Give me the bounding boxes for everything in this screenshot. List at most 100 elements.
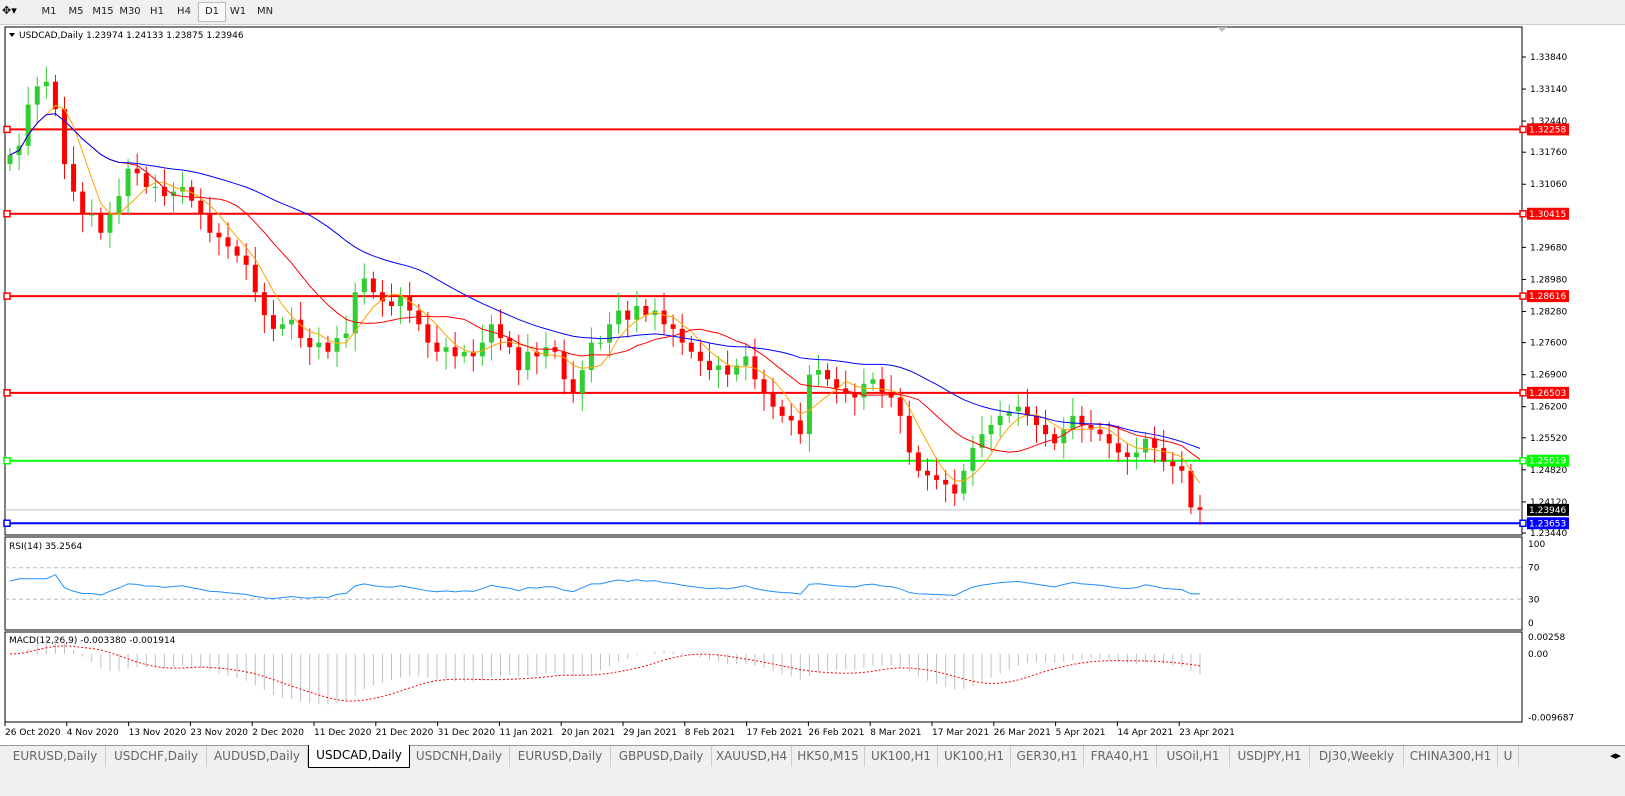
- level-handle[interactable]: [3, 210, 11, 218]
- chart-tab[interactable]: HK50,M15: [792, 746, 865, 767]
- timeframe-M5[interactable]: M5: [68, 6, 84, 17]
- bull-candle: [25, 104, 31, 146]
- rsi-tick-label: 30: [1528, 595, 1540, 605]
- bear-candle: [1033, 415, 1039, 425]
- chart-area[interactable]: 1.33840 1.33140 1.32440 1.31760 1.31060 1.296…: [0, 25, 1625, 745]
- bear-candle: [1197, 507, 1203, 510]
- bear-candle: [379, 292, 385, 302]
- bear-candle: [906, 415, 912, 453]
- price-tick-label: 1.28980: [1530, 275, 1567, 285]
- bear-candle: [770, 392, 776, 407]
- chart-tab[interactable]: USDCHF,Daily: [106, 746, 207, 767]
- bear-candle: [98, 214, 104, 233]
- bear-candle: [370, 278, 376, 293]
- bear-candle: [470, 351, 476, 357]
- bear-candle: [897, 397, 903, 416]
- chart-tab[interactable]: AUDUSD,Daily: [207, 746, 308, 767]
- bear-candle: [516, 347, 522, 371]
- date-label: 8 Feb 2021: [685, 728, 735, 738]
- bear-candle: [1106, 434, 1112, 444]
- bear-candle: [134, 168, 140, 174]
- timeframe-M30[interactable]: M30: [119, 6, 141, 17]
- bear-candle: [1152, 438, 1158, 448]
- level-price-badge: [1527, 207, 1569, 220]
- timeframe-W1[interactable]: W1: [229, 6, 247, 17]
- bull-candle: [806, 374, 812, 435]
- date-label: 31 Dec 2020: [438, 728, 496, 738]
- level-handle[interactable]: [3, 389, 11, 397]
- crosshair-tool-icon[interactable]: ✥▾: [2, 4, 17, 17]
- scroll-tabs-button[interactable]: ◂▸: [1609, 749, 1621, 762]
- chart-tab[interactable]: USDCNH,Daily: [409, 746, 510, 767]
- level-price-badge: [1527, 123, 1569, 136]
- date-label: 23 Nov 2020: [190, 728, 248, 738]
- chart-tab[interactable]: XAUUSD,H4: [712, 746, 792, 767]
- date-label: 5 Apr 2021: [1056, 728, 1106, 738]
- chart-tab[interactable]: FRA40,H1: [1084, 746, 1157, 767]
- price-tick-label: 1.24820: [1530, 466, 1567, 476]
- timeframe-MN[interactable]: MN: [256, 6, 274, 17]
- bull-candle: [543, 347, 549, 357]
- timeframe-H1[interactable]: H1: [150, 6, 164, 17]
- level-handle[interactable]: [3, 292, 11, 300]
- timeframe-M15[interactable]: M15: [92, 6, 114, 17]
- level-price-label: 1.30415: [1529, 210, 1566, 220]
- bear-candle: [1124, 452, 1130, 458]
- timeframe-D1[interactable]: D1: [198, 2, 226, 22]
- bull-candle: [588, 342, 594, 371]
- bull-candle: [443, 347, 449, 352]
- bull-candle: [171, 191, 177, 197]
- bull-candle: [607, 324, 613, 343]
- chart-title: USDCAD,Daily 1.23974 1.24133 1.23875 1.2…: [19, 31, 244, 41]
- level-price-badge: [1527, 290, 1569, 303]
- chart-tab[interactable]: CHINA300,H1: [1404, 746, 1498, 767]
- chart-tab[interactable]: GBPUSD,Daily: [611, 746, 712, 767]
- rsi-panel: [4, 536, 1523, 631]
- level-handle[interactable]: [1519, 456, 1527, 465]
- bull-candle: [152, 186, 158, 188]
- bear-candle: [1179, 466, 1185, 471]
- bear-candle: [498, 324, 504, 339]
- chart-tab[interactable]: EURUSD,Daily: [510, 746, 611, 767]
- timeframe-H4[interactable]: H4: [177, 6, 191, 17]
- chart-tab[interactable]: USOil,H1: [1157, 746, 1230, 767]
- date-label: 4 Nov 2020: [67, 728, 119, 738]
- level-handle[interactable]: [1519, 389, 1527, 397]
- price-tick-label: 1.31760: [1530, 148, 1567, 158]
- chart-tab[interactable]: EURUSD,Daily: [5, 746, 106, 767]
- chart-tab[interactable]: UK100,H1: [938, 746, 1011, 767]
- moving-average-line: [9, 113, 1201, 460]
- chart-tab[interactable]: UK100,H1: [865, 746, 938, 767]
- level-price-label: 1.32258: [1529, 125, 1566, 135]
- chart-tab[interactable]: GER30,H1: [1011, 746, 1084, 767]
- bear-candle: [725, 365, 731, 375]
- level-handle[interactable]: [3, 456, 11, 465]
- chart-tab[interactable]: DJ30,Weekly: [1310, 746, 1404, 767]
- bull-candle: [970, 447, 976, 471]
- price-tick-label: 1.27600: [1530, 339, 1567, 349]
- bull-candle: [815, 370, 821, 375]
- bear-candle: [389, 301, 395, 306]
- level-handle[interactable]: [1519, 125, 1527, 134]
- bear-candle: [261, 292, 267, 316]
- level-handle[interactable]: [1519, 210, 1527, 218]
- collapse-icon[interactable]: [9, 33, 15, 37]
- level-handle[interactable]: [1519, 292, 1527, 300]
- level-handle[interactable]: [1519, 519, 1527, 528]
- bear-candle: [416, 310, 422, 325]
- level-price-label: 1.23653: [1529, 519, 1566, 529]
- price-tick-label: 1.33140: [1530, 85, 1567, 95]
- price-tick-label: 1.28280: [1530, 307, 1567, 317]
- timeframe-M1[interactable]: M1: [41, 6, 57, 17]
- bear-candle: [216, 232, 222, 238]
- bear-candle: [643, 305, 649, 316]
- bull-candle: [116, 196, 122, 215]
- chart-tab[interactable]: USDJPY,H1: [1230, 746, 1310, 767]
- bear-candle: [1097, 429, 1103, 435]
- level-handle[interactable]: [3, 125, 11, 134]
- bear-candle: [143, 173, 149, 187]
- chart-tab[interactable]: USDCAD,Daily: [308, 745, 410, 768]
- price-tick-label: 1.23440: [1530, 529, 1567, 539]
- level-handle[interactable]: [3, 519, 11, 528]
- chart-tab[interactable]: U: [1498, 746, 1519, 767]
